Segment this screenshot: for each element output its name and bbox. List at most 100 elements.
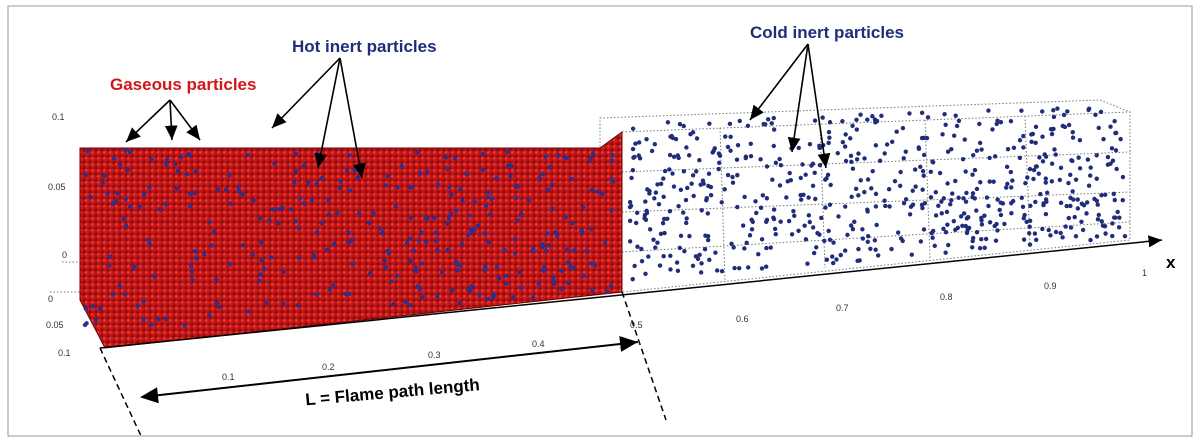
hot-particle bbox=[319, 220, 324, 226]
hot-particle bbox=[281, 269, 286, 274]
hot-particle bbox=[259, 258, 264, 263]
cold-particle bbox=[1000, 201, 1006, 206]
cold-particle bbox=[971, 152, 976, 158]
cold-particle bbox=[1071, 197, 1076, 202]
hot-particle bbox=[391, 301, 396, 307]
cold-particle bbox=[831, 240, 836, 245]
cold-particle bbox=[850, 123, 855, 129]
cold-particle bbox=[1111, 215, 1117, 220]
cold-particle bbox=[787, 170, 792, 176]
cold-particle bbox=[694, 136, 700, 141]
cold-particle bbox=[769, 121, 774, 126]
cold-particle bbox=[740, 223, 746, 228]
hot-particle bbox=[563, 214, 568, 220]
cold-particle bbox=[1037, 155, 1042, 160]
cold-particle bbox=[887, 204, 892, 209]
cold-particle bbox=[964, 230, 970, 236]
cold-particle bbox=[1048, 126, 1054, 132]
hot-particle bbox=[540, 172, 546, 177]
hot-particle bbox=[174, 186, 179, 191]
cold-particle bbox=[1085, 157, 1091, 162]
cold-particle bbox=[1060, 235, 1065, 240]
cold-particle bbox=[1019, 195, 1024, 200]
hot-particle bbox=[346, 240, 351, 245]
hot-particle bbox=[472, 227, 477, 232]
cold-particle bbox=[993, 238, 999, 243]
hot-particle bbox=[292, 179, 297, 185]
cold-particle bbox=[807, 141, 813, 147]
cold-particle bbox=[1122, 233, 1128, 239]
cold-particle bbox=[865, 239, 870, 244]
cold-particle bbox=[1036, 171, 1041, 176]
cold-particle bbox=[747, 233, 753, 238]
cold-particle bbox=[670, 171, 675, 176]
cold-particle bbox=[627, 199, 633, 205]
hot-particle bbox=[565, 260, 571, 265]
cold-particle bbox=[862, 156, 867, 161]
hot-particle bbox=[311, 253, 317, 258]
hot-particle bbox=[149, 157, 154, 162]
hot-particle bbox=[157, 206, 163, 212]
cold-particle bbox=[1066, 122, 1072, 128]
hot-particle bbox=[394, 185, 400, 190]
x-tick-label: 0.7 bbox=[836, 303, 849, 313]
cold-particle bbox=[843, 158, 849, 164]
hot-particle bbox=[141, 317, 146, 322]
cold-particle bbox=[662, 230, 667, 236]
hot-particle bbox=[131, 265, 136, 270]
hot-particle bbox=[439, 269, 445, 275]
hot-particle bbox=[584, 248, 590, 254]
hot-particle bbox=[518, 211, 524, 217]
cold-particle bbox=[895, 230, 901, 235]
hot-particle bbox=[610, 153, 615, 158]
cold-particle bbox=[827, 237, 833, 242]
cold-particle bbox=[1024, 219, 1029, 225]
cold-particle bbox=[873, 204, 879, 209]
cold-particle bbox=[753, 199, 758, 204]
hot-particle bbox=[368, 271, 373, 276]
cold-particle bbox=[987, 155, 992, 161]
cold-particle bbox=[629, 175, 634, 181]
hot-particle bbox=[155, 316, 161, 322]
hot-particle bbox=[187, 191, 193, 196]
hot-particle bbox=[433, 238, 438, 243]
hot-particle bbox=[123, 196, 128, 202]
hot-particle bbox=[327, 287, 333, 292]
cold-particle bbox=[643, 199, 648, 204]
cold-particle bbox=[633, 220, 639, 226]
hot-particle bbox=[434, 293, 440, 299]
hot-particle bbox=[423, 239, 429, 245]
cold-particle bbox=[698, 270, 704, 275]
hot-particle bbox=[102, 173, 107, 178]
hot-particle bbox=[513, 250, 518, 256]
cold-particle bbox=[1094, 153, 1099, 158]
cold-particle bbox=[765, 117, 771, 122]
hot-particle bbox=[211, 229, 217, 234]
hot-particle bbox=[270, 207, 275, 212]
cold-particle bbox=[627, 204, 633, 210]
cold-particle bbox=[673, 136, 679, 142]
cold-particle bbox=[736, 265, 742, 271]
cold-particle bbox=[991, 179, 996, 184]
cold-particle bbox=[643, 217, 649, 223]
hot-particle bbox=[496, 275, 502, 281]
cold-particle bbox=[713, 250, 718, 255]
cold-particle bbox=[866, 234, 871, 239]
cold-particle bbox=[930, 159, 935, 164]
cold-particle bbox=[732, 265, 737, 271]
cold-particle bbox=[768, 245, 773, 250]
cold-particle bbox=[1033, 140, 1038, 146]
cold-particle bbox=[683, 197, 689, 203]
hot-particle bbox=[117, 162, 123, 167]
cold-particle bbox=[632, 263, 637, 269]
cold-label: Cold inert particles bbox=[750, 23, 904, 42]
cold-particle bbox=[974, 208, 979, 213]
cold-particle bbox=[907, 111, 912, 116]
hot-particle bbox=[184, 171, 189, 177]
cold-particle bbox=[810, 225, 816, 230]
cold-particle bbox=[929, 230, 934, 236]
cold-particle bbox=[1110, 221, 1115, 226]
cold-particle bbox=[856, 151, 861, 156]
cold-particle bbox=[722, 187, 727, 192]
hot-particle bbox=[164, 157, 170, 162]
